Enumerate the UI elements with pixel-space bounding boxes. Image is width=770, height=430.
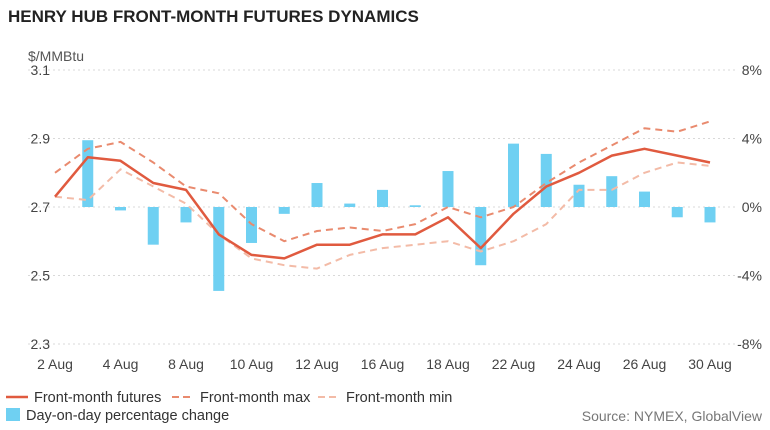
y-left-tick-label: 2.3: [31, 336, 51, 352]
x-tick-label: 2 Aug: [37, 356, 73, 372]
legend-label-max: Front-month max: [200, 390, 311, 406]
bar-change: [82, 140, 94, 207]
bar-change: [671, 207, 683, 218]
x-tick-label: 22 Aug: [492, 356, 536, 372]
y-right-tick-label: -8%: [737, 336, 762, 352]
bar-change: [409, 205, 421, 207]
chart-title: HENRY HUB FRONT-MONTH FUTURES DYNAMICS: [8, 7, 419, 26]
y-right-tick-label: 4%: [742, 131, 762, 147]
bar-change: [639, 191, 650, 207]
y-left-tick-label: 2.7: [31, 199, 51, 215]
bar-change: [311, 183, 323, 207]
axis-ticks: 2.3 2.5 2.7 2.9 3.1 -8% -4% 0% 4% 8% 2 Aug 4 Aug 8 A…: [31, 62, 762, 372]
bar-series: [82, 140, 716, 291]
x-tick-label: 12 Aug: [295, 356, 339, 372]
bar-change: [606, 176, 618, 207]
bar-change: [180, 207, 192, 223]
bar-change: [213, 207, 225, 291]
y-right-tick-label: 8%: [742, 62, 762, 78]
bar-change: [442, 171, 454, 207]
bar-change: [344, 203, 356, 207]
x-tick-label: 26 Aug: [623, 356, 667, 372]
y-left-tick-label: 3.1: [31, 62, 51, 78]
x-tick-label: 30 Aug: [688, 356, 732, 372]
y-right-tick-label: -4%: [737, 268, 762, 284]
line-series: [54, 120, 711, 270]
source-note: Source: NYMEX, GlobalView: [582, 408, 763, 424]
bar-change: [573, 184, 585, 207]
bar-change: [115, 207, 126, 211]
y-left-tick-label: 2.5: [31, 268, 51, 284]
x-tick-label: 8 Aug: [168, 356, 204, 372]
bar-change: [147, 207, 159, 245]
y-right-tick-label: 0%: [742, 199, 762, 215]
legend-label-futures: Front-month futures: [34, 390, 161, 406]
y-left-tick-label: 2.9: [31, 131, 51, 147]
x-tick-label: 4 Aug: [103, 356, 139, 372]
bar-change: [377, 189, 388, 207]
bar-change: [540, 153, 552, 207]
legend: Front-month futures Front-month max Fron…: [6, 390, 452, 424]
legend-swatch-change: [6, 408, 20, 421]
x-tick-label: 10 Aug: [230, 356, 274, 372]
line-max: [54, 120, 711, 243]
x-tick-label: 24 Aug: [557, 356, 601, 372]
bar-change: [475, 207, 487, 266]
bar-change: [508, 143, 519, 207]
x-tick-label: 16 Aug: [361, 356, 405, 372]
legend-label-min: Front-month min: [346, 390, 452, 406]
y-axis-unit: $/MMBtu: [28, 48, 84, 64]
bar-change: [278, 207, 290, 214]
legend-label-change: Day-on-day percentage change: [26, 408, 229, 424]
bar-change: [704, 207, 716, 223]
x-tick-label: 18 Aug: [426, 356, 470, 372]
